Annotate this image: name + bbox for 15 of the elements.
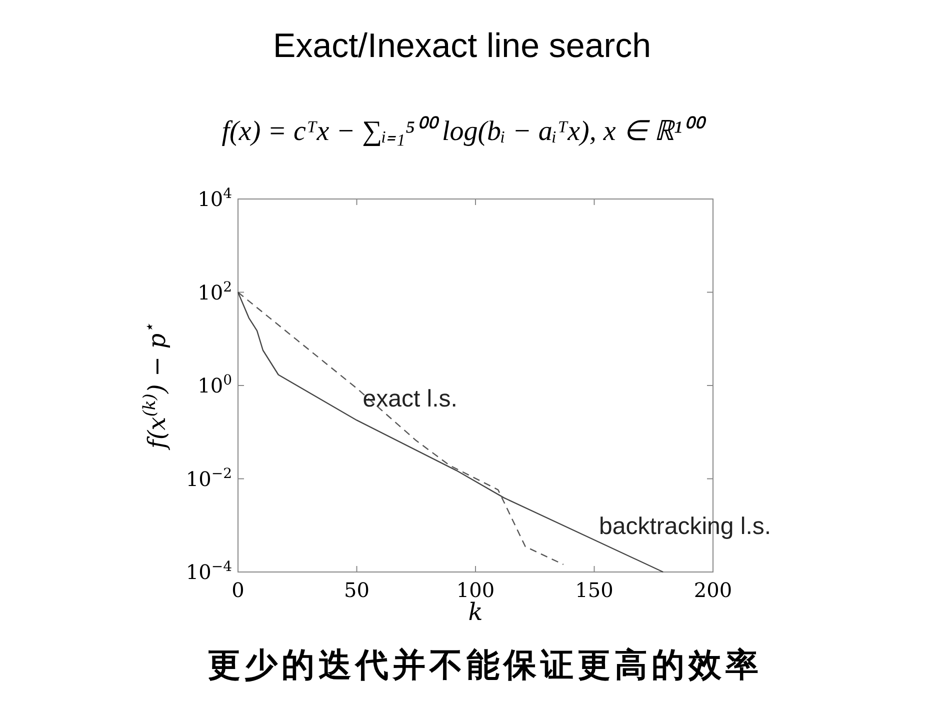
- x-tick-label: 150: [575, 578, 614, 602]
- text: 更少的迭代并不能保证更高的效率: [208, 647, 762, 684]
- y-tick-label: 10$^{−4}$: [186, 559, 232, 584]
- y-tick-label: 10$^{−2}$: [186, 466, 232, 491]
- y-tick-label: 10$^{0}$: [198, 372, 232, 398]
- y-tick-label: 10$^{2}$: [198, 279, 232, 304]
- x-tick-label: 0: [232, 578, 244, 602]
- x-tick-label: 200: [694, 578, 732, 602]
- title: Exact/Inexact line search: [273, 27, 651, 65]
- chart-subtitle: f(x) = cᵀx − ∑ᵢ₌₁⁵⁰⁰ log(bᵢ − aᵢᵀx), x ∈ ℝ¹⁰⁰: [222, 116, 708, 147]
- y-tick-label: 10$^{4}$: [198, 186, 232, 211]
- series-label: backtracking l.s.: [599, 512, 772, 540]
- line-series: [237, 292, 564, 566]
- series-label: exact l.s.: [362, 385, 458, 412]
- x-tick-label: 50: [344, 578, 370, 602]
